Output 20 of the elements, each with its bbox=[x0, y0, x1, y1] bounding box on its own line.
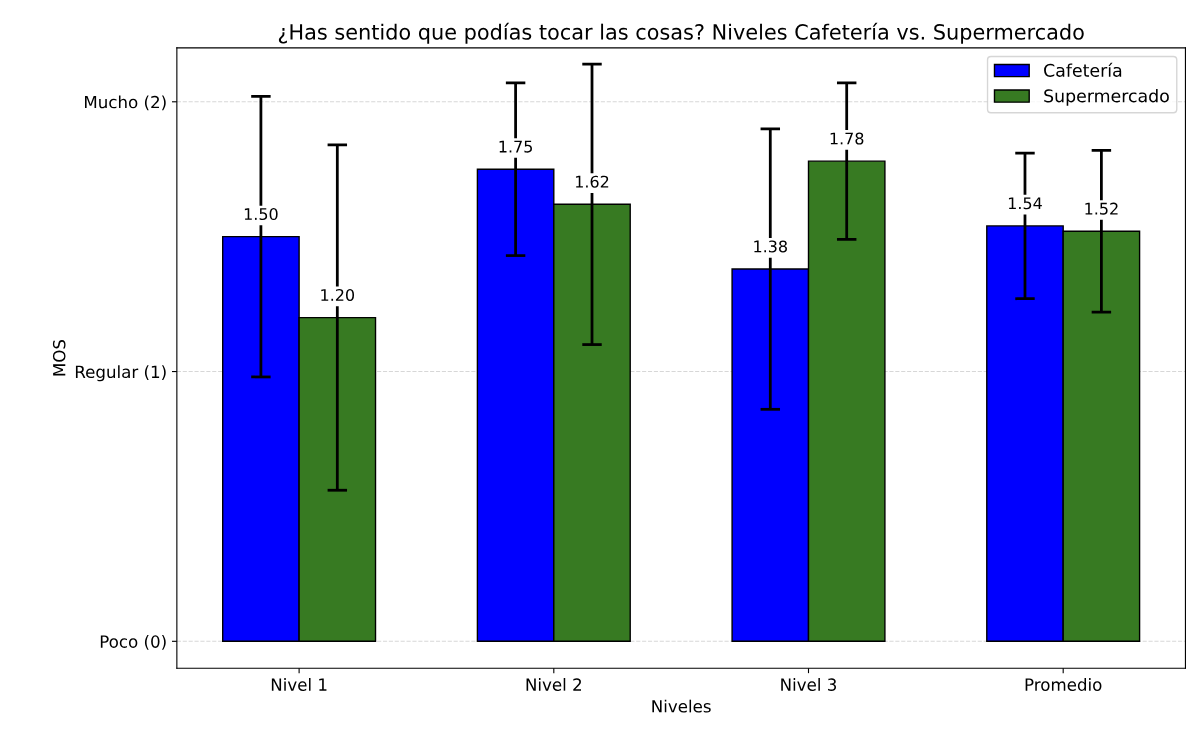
chart-title: ¿Has sentido que podías tocar las cosas? Niveles Cafetería vs. Supermercado bbox=[278, 22, 1084, 44]
x-tick-label: Nivel 3 bbox=[781, 678, 837, 691]
data-label: 1.50 bbox=[244, 208, 278, 221]
data-label: 1.75 bbox=[499, 140, 532, 153]
data-label: 1.52 bbox=[1085, 202, 1118, 215]
data-label: 1.62 bbox=[575, 175, 609, 188]
y-axis-title: MOS bbox=[52, 339, 66, 376]
x-tick-label: Promedio bbox=[1025, 678, 1102, 691]
y-tick-label: Regular (1) bbox=[75, 365, 166, 382]
data-label: 1.38 bbox=[754, 240, 787, 253]
y-tick-label: Mucho (2) bbox=[85, 95, 166, 111]
data-label: 1.20 bbox=[321, 288, 355, 302]
x-tick-label: Nivel 2 bbox=[526, 678, 582, 691]
legend-label: Supermercado bbox=[1044, 88, 1169, 106]
data-label: 1.78 bbox=[830, 132, 864, 145]
legend-label: Cafetería bbox=[1044, 62, 1122, 77]
x-axis-title: Niveles bbox=[652, 699, 711, 713]
x-tick-label: Nivel 1 bbox=[271, 678, 327, 691]
data-label: 1.54 bbox=[1008, 197, 1042, 210]
y-tick-label: Poco (0) bbox=[100, 635, 166, 650]
